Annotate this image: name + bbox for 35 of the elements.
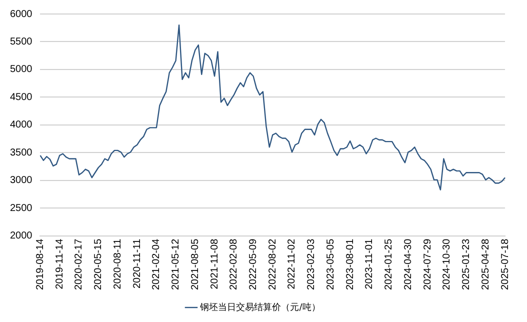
y-tick-label: 4500 — [10, 92, 33, 103]
y-tick-label: 6000 — [10, 8, 33, 20]
x-tick-label: 2022-02-08 — [228, 238, 240, 290]
x-tick-label: 2023-08-01 — [344, 238, 356, 290]
x-tick-label: 2024-10-30 — [442, 238, 453, 290]
y-tick-label: 4000 — [10, 120, 33, 131]
x-tick-label: 2023-11-01 — [364, 238, 376, 290]
x-tick-label: 2019-08-14 — [34, 238, 46, 290]
legend-label: 钢坯当日交易结算价（元/吨） — [199, 302, 320, 313]
y-tick-label: 5500 — [10, 36, 33, 48]
y-tick-label: 3000 — [10, 175, 33, 186]
x-tick-label: 2020-05-15 — [93, 238, 104, 290]
x-tick-label: 2022-11-02 — [286, 238, 298, 290]
x-tick-label: 2023-05-05 — [325, 238, 336, 290]
x-tick-label: 2024-04-30 — [402, 238, 414, 290]
x-tick-label: 2025-04-28 — [480, 238, 492, 290]
x-tick-label: 2025-01-23 — [461, 238, 472, 290]
x-tick-label: 2023-02-03 — [306, 238, 318, 290]
x-tick-label: 2022-05-09 — [248, 238, 260, 290]
y-tick-label: 2000 — [10, 230, 33, 242]
x-tick-label: 2021-02-04 — [151, 238, 162, 290]
x-tick-label: 2021-11-08 — [209, 238, 220, 290]
y-tick-label: 3500 — [10, 147, 33, 158]
y-tick-label: 2500 — [10, 202, 33, 214]
x-tick-label: 2021-08-05 — [190, 238, 201, 290]
x-tick-label: 2020-11-11 — [132, 238, 143, 289]
y-tick-label: 5000 — [10, 64, 33, 76]
x-tick-label: 2020-08-11 — [112, 238, 124, 290]
x-tick-label: 2025-07-18 — [500, 238, 511, 290]
x-tick-label: 2022-08-02 — [267, 238, 278, 290]
x-tick-label: 2021-05-12 — [170, 238, 182, 290]
x-tick-label: 2024-07-29 — [422, 238, 434, 290]
x-tick-label: 2019-11-14 — [54, 238, 66, 290]
x-tick-label: 2020-02-17 — [74, 238, 85, 290]
x-tick-label: 2024-01-25 — [384, 238, 395, 290]
